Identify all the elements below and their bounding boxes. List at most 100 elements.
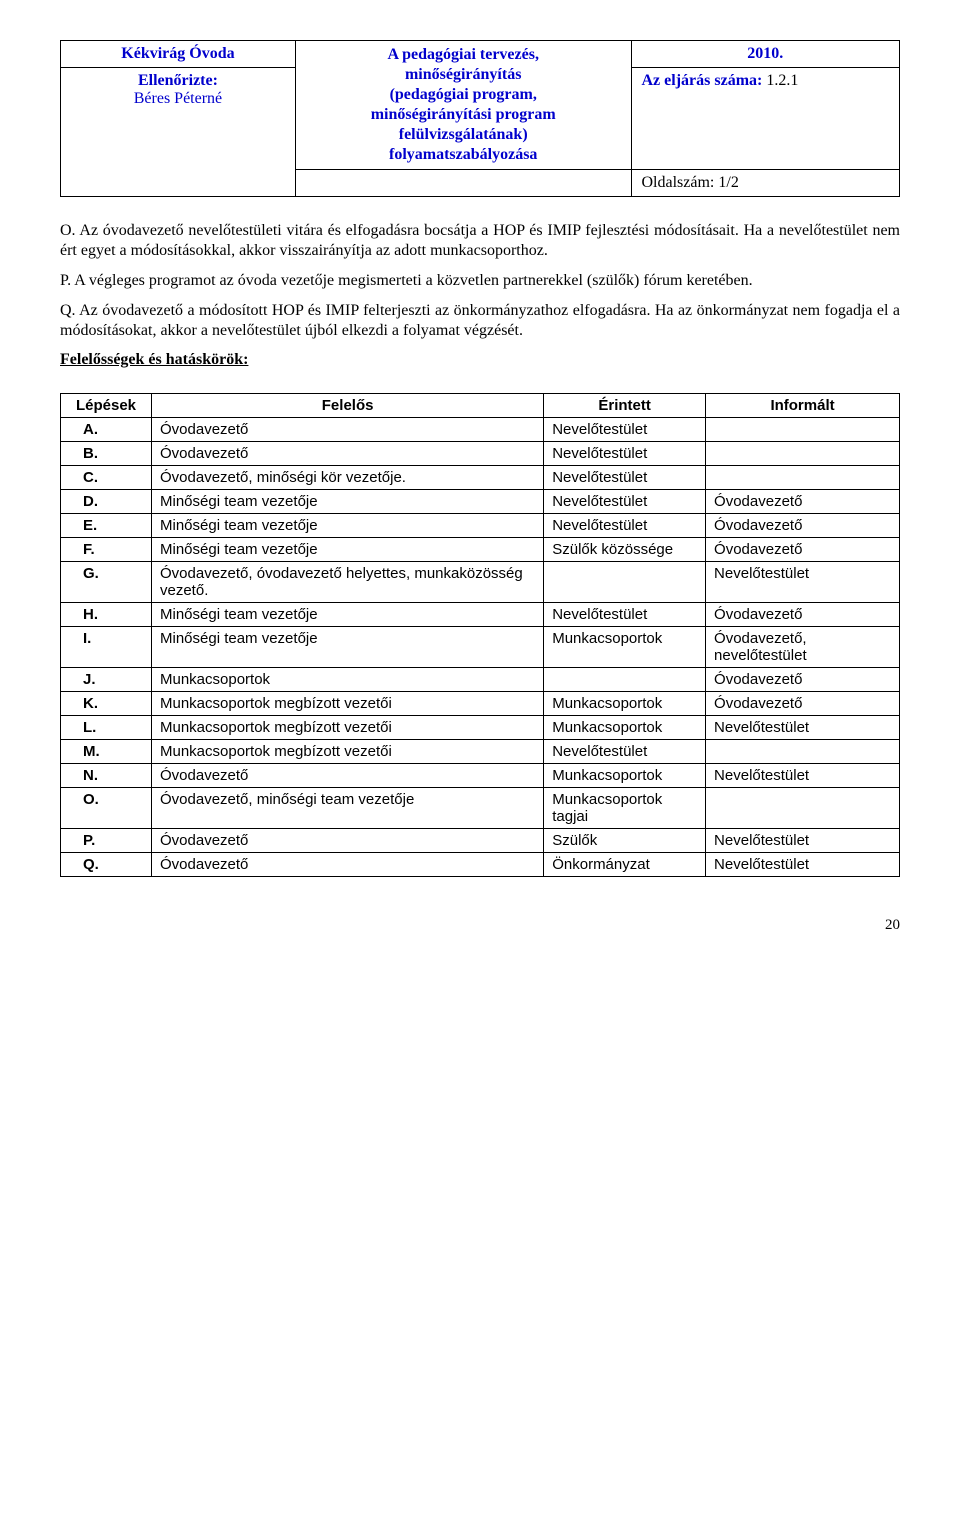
paragraph-p: P. A végleges programot az óvoda vezetőj… — [60, 271, 900, 291]
cell-step: J. — [61, 668, 152, 692]
cell-responsible: Minőségi team vezetője — [152, 603, 544, 627]
cell-affected: Nevelőtestület — [544, 442, 706, 466]
cell-responsible: Óvodavezető, óvodavezető helyettes, munk… — [152, 562, 544, 603]
cell-responsible: Munkacsoportok megbízott vezetői — [152, 692, 544, 716]
section-heading: Felelősségek és hatáskörök: — [60, 351, 900, 369]
cell-responsible: Óvodavezető — [152, 418, 544, 442]
cell-responsible: Óvodavezető — [152, 764, 544, 788]
col-responsible: Felelős — [152, 394, 544, 418]
cell-step: H. — [61, 603, 152, 627]
cell-step: B. — [61, 442, 152, 466]
cell-affected — [544, 562, 706, 603]
cell-informed — [706, 466, 900, 490]
cell-responsible: Minőségi team vezetője — [152, 538, 544, 562]
cell-responsible: Óvodavezető — [152, 442, 544, 466]
header-year: 2010. — [747, 45, 783, 62]
table-row: A.ÓvodavezetőNevelőtestület — [61, 418, 900, 442]
cell-affected: Szülők — [544, 829, 706, 853]
cell-affected: Munkacsoportok — [544, 764, 706, 788]
paragraph-q: Q. Az óvodavezető a módosított HOP és IM… — [60, 301, 900, 341]
cell-affected: Munkacsoportok tagjai — [544, 788, 706, 829]
cell-informed: Óvodavezető — [706, 490, 900, 514]
table-row: G.Óvodavezető, óvodavezető helyettes, mu… — [61, 562, 900, 603]
cell-affected: Szülők közössége — [544, 538, 706, 562]
cell-step: E. — [61, 514, 152, 538]
cell-step: P. — [61, 829, 152, 853]
cell-informed: Óvodavezető — [706, 668, 900, 692]
table-row: F.Minőségi team vezetőjeSzülők közössége… — [61, 538, 900, 562]
cell-responsible: Óvodavezető — [152, 829, 544, 853]
cell-informed: Nevelőtestület — [706, 716, 900, 740]
cell-responsible: Óvodavezető, minőségi kör vezetője. — [152, 466, 544, 490]
cell-step: N. — [61, 764, 152, 788]
cell-informed: Nevelőtestület — [706, 562, 900, 603]
paragraph-q-label: Q. — [60, 302, 76, 319]
responsibilities-table: Lépések Felelős Érintett Informált A.Óvo… — [60, 393, 900, 877]
cell-responsible: Munkacsoportok megbízott vezetői — [152, 740, 544, 764]
cell-affected: Nevelőtestület — [544, 490, 706, 514]
cell-informed: Óvodavezető — [706, 692, 900, 716]
table-row: J.Munkacsoportok Óvodavezető — [61, 668, 900, 692]
table-row: N.ÓvodavezetőMunkacsoportokNevelőtestüle… — [61, 764, 900, 788]
col-affected: Érintett — [544, 394, 706, 418]
table-row: O.Óvodavezető, minőségi team vezetőjeMun… — [61, 788, 900, 829]
cell-informed — [706, 418, 900, 442]
cell-step: D. — [61, 490, 152, 514]
table-row: D.Minőségi team vezetőjeNevelőtestületÓv… — [61, 490, 900, 514]
table-row: I.Minőségi team vezetőjeMunkacsoportokÓv… — [61, 627, 900, 668]
cell-informed: Óvodavezető, nevelőtestület — [706, 627, 900, 668]
table-row: C.Óvodavezető, minőségi kör vezetője.Nev… — [61, 466, 900, 490]
cell-responsible: Óvodavezető, minőségi team vezetője — [152, 788, 544, 829]
cell-responsible: Minőségi team vezetője — [152, 514, 544, 538]
cell-affected: Munkacsoportok — [544, 627, 706, 668]
cell-responsible: Minőségi team vezetője — [152, 490, 544, 514]
paragraph-p-text: A végleges programot az óvoda vezetője m… — [71, 272, 753, 289]
col-informed: Informált — [706, 394, 900, 418]
org-name: Kékvirág Óvoda — [71, 45, 285, 63]
cell-step: K. — [61, 692, 152, 716]
cell-affected: Nevelőtestület — [544, 466, 706, 490]
cell-informed: Nevelőtestület — [706, 853, 900, 877]
cell-affected: Önkormányzat — [544, 853, 706, 877]
cell-responsible: Munkacsoportok megbízott vezetői — [152, 716, 544, 740]
cell-informed — [706, 442, 900, 466]
header-table: Kékvirág Óvoda A pedagógiai tervezés, mi… — [60, 40, 900, 197]
cell-affected: Nevelőtestület — [544, 603, 706, 627]
header-center: A pedagógiai tervezés, minőségirányítás … — [306, 45, 621, 165]
cell-step: I. — [61, 627, 152, 668]
page-value: 1/2 — [718, 174, 738, 191]
cell-responsible: Minőségi team vezetője — [152, 627, 544, 668]
cell-responsible: Munkacsoportok — [152, 668, 544, 692]
paragraph-o: O. Az óvodavezető nevelőtestületi vitára… — [60, 221, 900, 261]
cell-step: Q. — [61, 853, 152, 877]
table-row: P.ÓvodavezetőSzülőkNevelőtestület — [61, 829, 900, 853]
paragraph-q-text: Az óvodavezető a módosított HOP és IMIP … — [60, 302, 900, 339]
col-steps: Lépések — [61, 394, 152, 418]
page-label: Oldalszám: — [642, 174, 715, 191]
checked-name: Béres Péterné — [71, 90, 285, 108]
cell-informed: Nevelőtestület — [706, 829, 900, 853]
cell-informed — [706, 740, 900, 764]
table-row: H.Minőségi team vezetőjeNevelőtestületÓv… — [61, 603, 900, 627]
cell-affected — [544, 668, 706, 692]
cell-affected: Nevelőtestület — [544, 514, 706, 538]
cell-informed: Óvodavezető — [706, 538, 900, 562]
page-number: 20 — [60, 917, 900, 934]
cell-step: G. — [61, 562, 152, 603]
paragraph-p-label: P. — [60, 272, 71, 289]
table-row: M.Munkacsoportok megbízott vezetőiNevelő… — [61, 740, 900, 764]
cell-responsible: Óvodavezető — [152, 853, 544, 877]
cell-informed: Óvodavezető — [706, 514, 900, 538]
proc-label: Az eljárás száma: — [642, 72, 763, 89]
proc-value: 1.2.1 — [766, 72, 798, 89]
cell-step: L. — [61, 716, 152, 740]
table-row: B.ÓvodavezetőNevelőtestület — [61, 442, 900, 466]
cell-step: F. — [61, 538, 152, 562]
table-row: E.Minőségi team vezetőjeNevelőtestületÓv… — [61, 514, 900, 538]
checked-label: Ellenőrizte: — [71, 72, 285, 90]
cell-informed: Nevelőtestület — [706, 764, 900, 788]
cell-informed — [706, 788, 900, 829]
table-row: Q.ÓvodavezetőÖnkormányzatNevelőtestület — [61, 853, 900, 877]
cell-affected: Munkacsoportok — [544, 692, 706, 716]
cell-step: O. — [61, 788, 152, 829]
